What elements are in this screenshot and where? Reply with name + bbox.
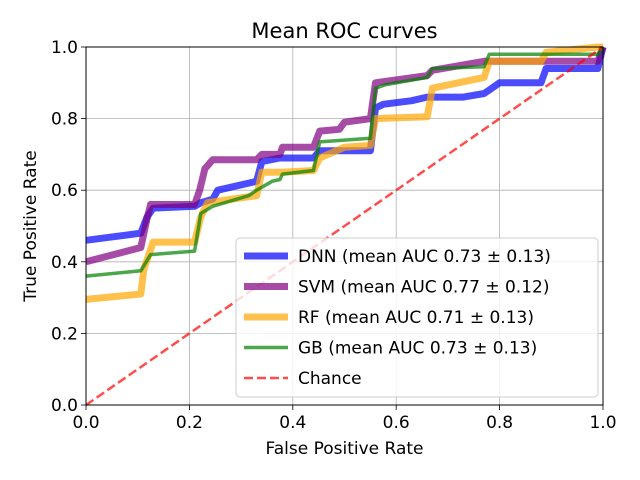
x-axis-label: False Positive Rate bbox=[266, 439, 424, 459]
x-tick-label: 0.6 bbox=[383, 413, 410, 433]
y-axis-label: True Positive Rate bbox=[21, 150, 41, 302]
plot-frame bbox=[85, 46, 604, 406]
y-tick-label: 0.8 bbox=[51, 110, 78, 130]
x-tick-label: 1.0 bbox=[589, 413, 616, 433]
y-tick-label: 0.0 bbox=[51, 396, 78, 416]
legend-label-chance: Chance bbox=[298, 369, 362, 389]
roc-curve-chance bbox=[85, 45, 604, 407]
legend-label-dnn: DNN (mean AUC 0.73 ± 0.13) bbox=[298, 247, 551, 267]
curves bbox=[85, 43, 607, 407]
x-tick-label: 0.2 bbox=[176, 413, 203, 433]
legend: DNN (mean AUC 0.73 ± 0.13) SVM (mean AUC … bbox=[235, 237, 599, 398]
y-tick-label: 0.2 bbox=[51, 324, 78, 344]
y-tick-label: 0.4 bbox=[51, 253, 78, 273]
x-tick-label: 0.4 bbox=[279, 413, 306, 433]
legend-label-gb: GB (mean AUC 0.73 ± 0.13) bbox=[298, 339, 537, 359]
y-axis: 0.0 0.2 0.4 0.6 0.8 1.0 bbox=[51, 38, 86, 416]
legend-label-rf: RF (mean AUC 0.71 ± 0.13) bbox=[298, 308, 534, 328]
legend-label-svm: SVM (mean AUC 0.77 ± 0.12) bbox=[298, 278, 549, 298]
x-axis: 0.0 0.2 0.4 0.6 0.8 1.0 bbox=[72, 405, 617, 433]
y-tick-label: 0.6 bbox=[51, 181, 78, 201]
roc-curve-gb bbox=[85, 45, 605, 278]
y-tick-label: 1.0 bbox=[51, 38, 78, 58]
chart-title: Mean ROC curves bbox=[251, 19, 437, 43]
legend-box bbox=[235, 237, 599, 398]
x-tick-label: 0.8 bbox=[486, 413, 513, 433]
x-tick-label: 0.0 bbox=[72, 413, 99, 433]
